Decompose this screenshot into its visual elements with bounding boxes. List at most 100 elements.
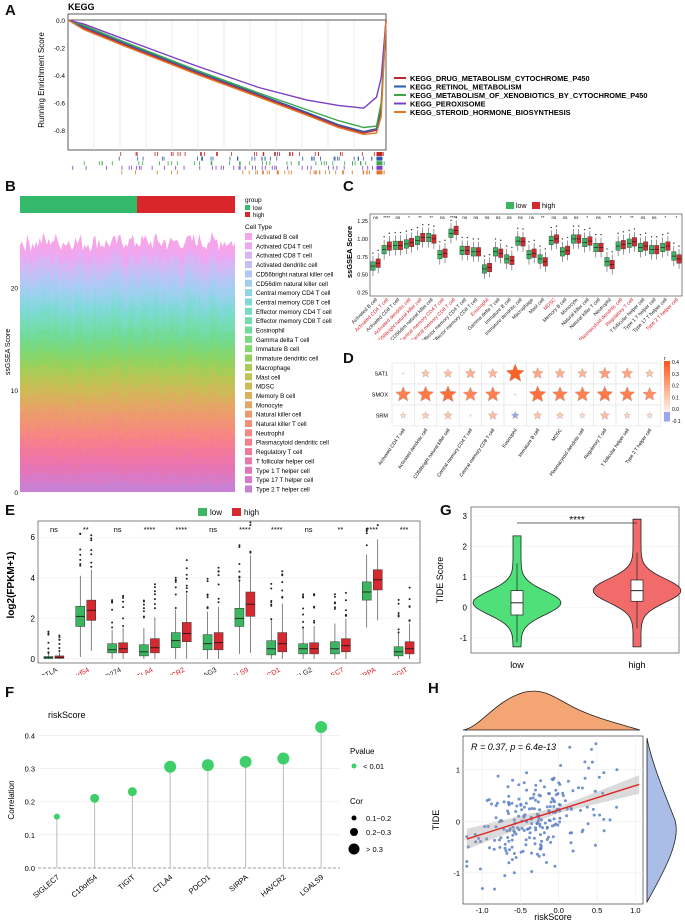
panel-c-significance: * <box>664 215 666 220</box>
panel-c-outlier <box>528 241 530 243</box>
panel-c-outlier <box>595 233 597 236</box>
panel-c-significance: * <box>676 215 678 220</box>
panel-e-outlier <box>79 533 82 536</box>
panel-h-point <box>591 807 595 811</box>
panel-h-point <box>483 825 487 829</box>
panel-c-outlier <box>505 245 508 247</box>
panel-e-outlier <box>344 614 347 617</box>
panel-c-outlier <box>639 233 642 236</box>
panel-h-point <box>565 807 569 811</box>
panel-c-outlier <box>405 230 408 232</box>
panel-e-box <box>393 646 404 657</box>
panel-a-ytick: -0.2 <box>54 46 66 53</box>
panel-d-colorbar-tick: 0.3 <box>672 372 679 378</box>
panel-e-outlier <box>302 596 305 599</box>
panel-h-point <box>502 800 506 804</box>
panel-f-xtick: TIGIT <box>116 872 137 891</box>
panel-h-point <box>602 771 606 775</box>
panel-b-legend-label: Gamma delta T cell <box>256 337 309 344</box>
panel-e-outlier <box>58 634 61 637</box>
panel-b-legend-swatch <box>245 420 252 427</box>
panel-e-outlier <box>270 604 273 607</box>
panel-c-outlier <box>539 245 541 247</box>
panel-d-colorbar-step <box>664 364 670 368</box>
group-legend-swatch-high <box>245 212 250 217</box>
panel-h-xtick: 0.5 <box>592 906 602 915</box>
panel-b-celltype-legend: Activated B cell Activated CD4 T cell Acti… <box>245 233 333 493</box>
panel-h-point <box>465 860 469 863</box>
panel-f-xtick: PDCD1 <box>187 873 212 896</box>
panel-e-outlier <box>206 577 209 580</box>
panel-e-significance: **** <box>175 525 187 534</box>
panel-e-significance: **** <box>366 525 378 534</box>
panel-h-point <box>494 816 498 820</box>
panel-e-outlier <box>122 606 125 609</box>
panel-h-point <box>559 764 563 767</box>
panel-b-legend-label: Activated CD8 T cell <box>256 253 312 260</box>
group-legend-title: group <box>245 197 262 204</box>
panel-g-xtick-high: high <box>628 660 645 670</box>
group-bar-low <box>20 196 137 213</box>
panel-e-outlier <box>153 607 156 610</box>
panel-e-outlier <box>153 602 156 605</box>
panel-c-significance: ** <box>430 215 434 220</box>
panel-d-mark <box>646 411 653 419</box>
panel-e-outlier <box>281 595 284 598</box>
panel-e-outlier <box>344 599 347 602</box>
panel-a-yticks: 0.0 -0.2 -0.4 -0.6 -0.8 <box>54 18 66 135</box>
panel-c-outlier <box>566 236 569 239</box>
panel-h-point <box>556 823 560 827</box>
panel-d-colorbar-step <box>664 394 670 398</box>
panel-e-box <box>139 644 149 657</box>
panel-d-mark <box>552 386 568 402</box>
panel-e-outlier <box>397 598 400 601</box>
panel-h-point <box>512 871 516 875</box>
panel-b-area-stack <box>20 231 235 492</box>
panel-c-legend-swatch-high <box>532 202 540 209</box>
panel-c-outlier <box>416 226 419 229</box>
panel-h-point <box>597 775 601 779</box>
panel-g-violins <box>472 518 682 648</box>
panel-e-outlier <box>185 577 188 580</box>
panel-h-point <box>523 813 527 817</box>
panel-c-significance: ns <box>373 215 379 220</box>
panel-h-point <box>496 774 500 778</box>
group-bar-high <box>137 196 235 213</box>
panel-b-legend-swatch <box>245 410 252 418</box>
panel-c-outlier <box>656 236 658 238</box>
panel-e-xtick: LGALS9 <box>223 667 250 675</box>
celltype-legend-title: Cell Type <box>245 224 272 231</box>
panel-b-legend-label: Activated dendritic cell <box>256 262 318 269</box>
panel-d-colorbar-step <box>664 376 670 380</box>
panel-h-point <box>504 849 508 853</box>
panel-c-frame <box>369 213 683 297</box>
panel-h-point <box>465 864 469 868</box>
panel-b-legend-swatch <box>245 382 252 390</box>
panel-d-colorbar-step <box>664 385 670 389</box>
panel-h-point <box>549 840 553 844</box>
panel-e-outlier <box>90 539 93 542</box>
panel-h-point <box>540 839 544 843</box>
panel-b-area-band <box>20 480 235 492</box>
panel-e-outlier <box>238 562 241 565</box>
panel-e-xtick: LAG3 <box>199 667 218 675</box>
panel-e-outlier <box>397 611 400 614</box>
panel-h-point <box>506 809 510 813</box>
panel-h-point <box>542 785 546 789</box>
panel-h-point <box>547 792 551 796</box>
panel-h-point <box>568 745 572 749</box>
panel-h-point <box>479 840 482 843</box>
panel-h-point <box>571 789 575 793</box>
panel-b-legend-swatch <box>245 429 252 437</box>
panel-c-ytick: 1.00 <box>357 237 368 243</box>
panel-e-outlier <box>313 619 316 622</box>
panel-b-stacked-area: ssGSEA Score 20 10 0 group low high Cell T… <box>5 196 333 497</box>
panel-e-legend-high: high <box>244 508 259 517</box>
panel-d-colorbar-step <box>664 382 670 386</box>
panel-e-outlier <box>79 564 82 567</box>
panel-c-outlier <box>611 251 613 253</box>
panel-h-point <box>514 810 518 813</box>
panel-e-outlier <box>122 596 125 599</box>
panel-b-ylabel: ssGSEA Score <box>5 329 12 375</box>
